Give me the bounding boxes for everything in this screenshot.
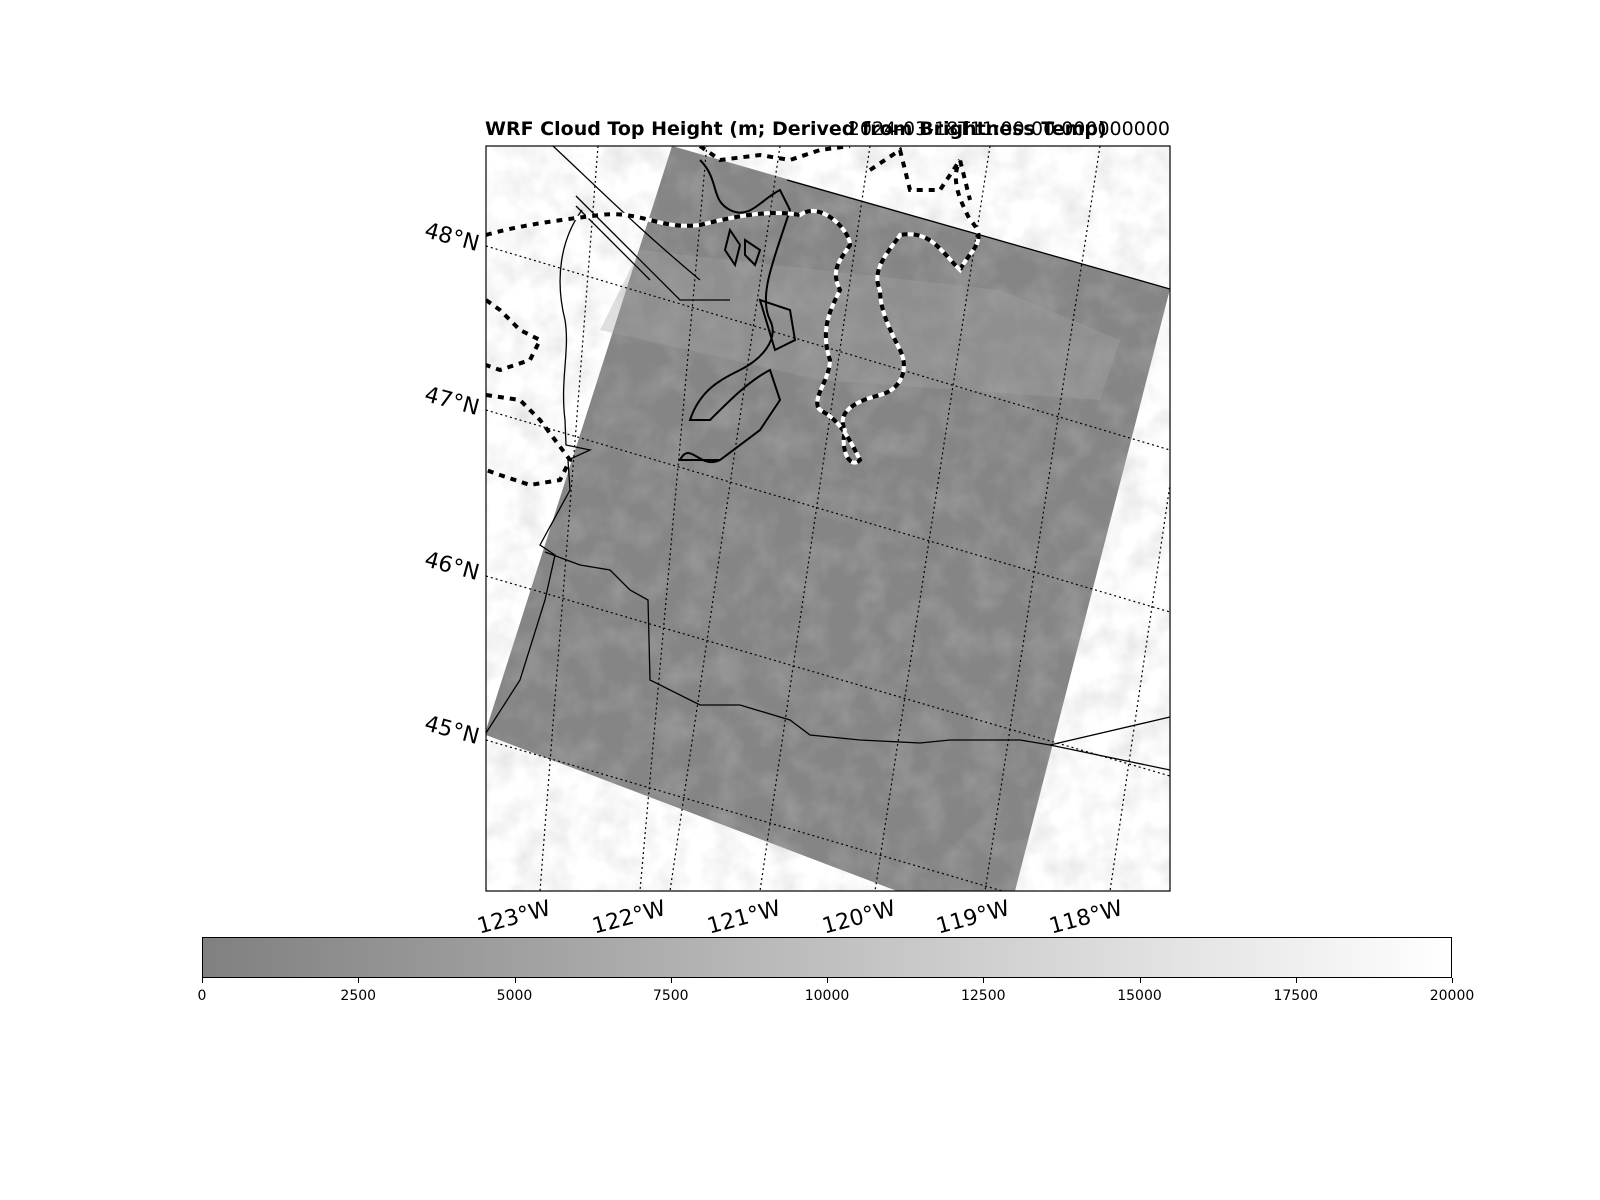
contours-dashed	[486, 146, 981, 488]
colorbar-tick-mark	[983, 978, 985, 983]
cloud-top-field-texture	[486, 146, 1170, 891]
colorbar-tick-label: 2500	[340, 988, 377, 1004]
colorbar-tick-label: 10000	[804, 988, 850, 1004]
colorbar-tick-label: 12500	[960, 988, 1006, 1004]
colorbar-tick-label: 15000	[1117, 988, 1162, 1004]
colorbar-tick-mark	[1139, 978, 1141, 983]
colorbar-tick-mark	[358, 978, 360, 983]
contours-dark	[678, 159, 797, 463]
colorbar	[202, 937, 1452, 978]
colorbar-tick-label: 0	[197, 988, 207, 1004]
plot-timestamp: 2024-03-18T11:00:00.000000000	[847, 118, 1170, 140]
colorbar-tick-label: 7500	[652, 988, 689, 1004]
high-cloud-region	[600, 250, 1120, 400]
colorbar-tick-label: 17500	[1273, 988, 1319, 1004]
colorbar-tick-mark	[670, 978, 672, 983]
plot-title: WRF Cloud Top Height (m; Derived from Br…	[485, 118, 1107, 140]
colorbar-tick-mark	[202, 978, 203, 983]
colorbar-tick-mark	[514, 978, 516, 983]
colorbar-tick-mark	[827, 978, 828, 983]
colorbar-tick-mark	[1295, 978, 1297, 983]
colorbar-tick-mark	[1452, 978, 1453, 983]
colorbar-tick-label: 20000	[1429, 988, 1475, 1004]
map-frame	[485, 145, 1171, 892]
colorbar-tick-label: 5000	[496, 988, 533, 1004]
